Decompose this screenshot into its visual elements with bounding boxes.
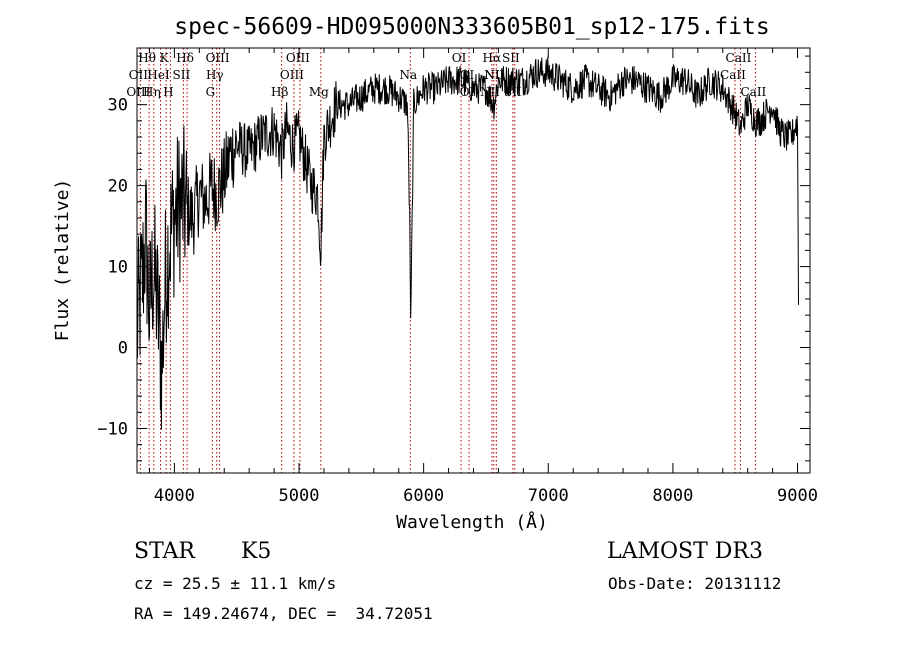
object-class: STAR — [134, 539, 195, 564]
line-label: Hδ — [176, 51, 194, 65]
line-label: OIII — [206, 51, 230, 65]
line-label: SII — [502, 51, 520, 65]
y-tick-label: −10 — [97, 419, 128, 439]
survey-name: LAMOST DR3 — [607, 539, 763, 564]
x-axis: 4000 5000 6000 7000 8000 9000 — [148, 48, 818, 506]
x-tick-label: 6000 — [403, 486, 444, 506]
line-label: OI — [460, 85, 475, 99]
observation-date: Obs-Date: 20131112 — [608, 574, 782, 593]
line-label: CaII — [740, 85, 766, 99]
x-tick-label: 9000 — [777, 486, 818, 506]
chart-title: spec-56609-HD095000N333605B01_sp12-175.f… — [174, 14, 769, 40]
line-label: OII — [129, 68, 149, 82]
spectrum-line — [136, 56, 799, 430]
y-axis: −10 0 10 20 30 — [97, 55, 810, 462]
line-label: Hθ — [138, 51, 156, 65]
x-axis-label: Wavelength (Å) — [396, 511, 548, 533]
line-label: SII — [173, 68, 191, 82]
x-tick-label: 8000 — [652, 486, 693, 506]
x-tick-label: 4000 — [154, 486, 195, 506]
line-label: Hβ — [271, 85, 288, 99]
line-label: Hα — [483, 51, 502, 65]
line-label: OIII — [280, 68, 304, 82]
line-label: Hη — [143, 85, 161, 99]
x-tick-label: 7000 — [528, 486, 569, 506]
line-label: CaII — [726, 51, 752, 65]
line-label: Na — [399, 68, 417, 82]
x-tick-label: 5000 — [279, 486, 320, 506]
y-tick-label: 0 — [118, 339, 128, 359]
object-subclass: K5 — [241, 539, 272, 564]
line-markers — [139, 48, 756, 473]
line-label: OIII — [286, 51, 310, 65]
y-axis-label: Flux (relative) — [52, 179, 73, 342]
line-label: H — [163, 85, 173, 99]
line-label: OI — [452, 51, 467, 65]
coordinates: RA = 149.24674, DEC = 34.72051 — [134, 604, 433, 623]
plot-frame — [136, 47, 811, 474]
y-tick-label: 20 — [108, 177, 128, 197]
line-label: CaII — [720, 68, 746, 82]
line-label: K — [160, 51, 170, 65]
line-label: HeI — [147, 68, 170, 82]
line-label: Mg — [309, 85, 329, 99]
redshift-velocity: cz = 25.5 ± 11.1 km/s — [134, 574, 337, 593]
line-label: OIII — [126, 85, 150, 99]
line-label: Hγ — [206, 68, 224, 82]
line-label: G — [206, 85, 216, 99]
spectrum-series — [136, 56, 799, 430]
y-tick-label: 10 — [108, 258, 128, 278]
y-tick-label: 30 — [108, 96, 128, 116]
